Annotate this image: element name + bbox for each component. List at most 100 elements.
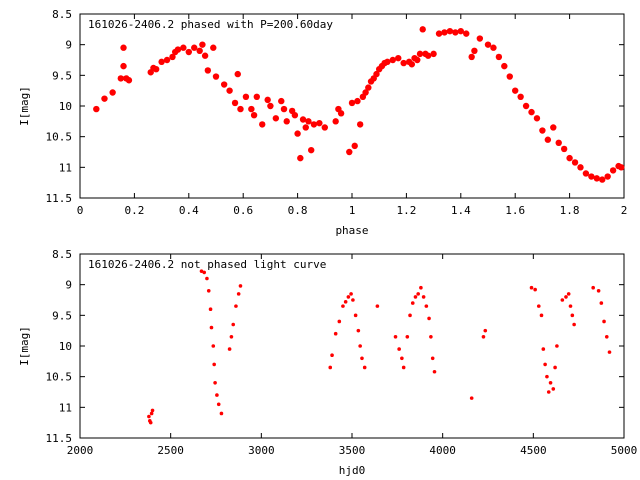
data-point: [400, 59, 407, 67]
data-point: [163, 56, 171, 64]
data-point-dot: [395, 54, 402, 62]
data-point-dot: [125, 77, 133, 84]
data-point: [234, 70, 241, 78]
data-point: [212, 362, 216, 367]
data-point-dot: [577, 164, 584, 171]
data-point-dot: [201, 52, 209, 59]
data-point-dot: [550, 124, 557, 131]
data-point-dot: [310, 121, 318, 128]
data-point-dot: [471, 47, 478, 54]
data-point: [120, 62, 127, 70]
data-point: [441, 29, 448, 36]
x-tick-label: 3000: [248, 444, 275, 457]
data-point-dot: [414, 56, 421, 64]
data-point-dot: [599, 176, 606, 183]
data-point: [332, 118, 339, 125]
data-point-dot: [544, 136, 552, 143]
data-point: [593, 175, 600, 182]
data-point: [564, 295, 568, 299]
chart-title: 161026-2406.2 phased with P=200.60day: [88, 18, 333, 31]
data-point: [430, 356, 435, 361]
data-point: [234, 304, 238, 308]
data-point-dot: [291, 112, 299, 119]
data-point-dot: [389, 56, 396, 64]
data-point-dot: [242, 93, 250, 101]
data-point: [618, 164, 625, 171]
x-axis-label: hjd0: [339, 464, 366, 477]
data-point: [395, 54, 402, 62]
data-point: [278, 97, 285, 105]
data-point: [408, 313, 412, 318]
data-point-dot: [571, 159, 579, 166]
data-point: [446, 27, 454, 35]
data-point-dot: [522, 102, 530, 110]
y-axis-label: I[mag]: [18, 326, 31, 366]
data-point-dot: [264, 96, 271, 104]
data-point-dot: [278, 97, 285, 105]
data-point: [125, 77, 133, 84]
data-point: [570, 313, 575, 318]
data-point: [93, 105, 100, 113]
data-point-dot: [609, 167, 617, 174]
data-point-dot: [280, 105, 288, 113]
data-point: [596, 289, 601, 293]
data-point-dot: [294, 130, 301, 137]
data-point: [294, 130, 301, 137]
data-point-dot: [384, 58, 391, 66]
data-point: [543, 362, 547, 367]
data-point: [512, 87, 519, 94]
data-point: [408, 61, 416, 68]
data-point-dot: [199, 41, 206, 48]
data-point: [528, 108, 535, 116]
data-point: [220, 81, 228, 88]
data-point: [430, 50, 437, 58]
data-point: [414, 56, 421, 64]
data-point-dot: [362, 89, 369, 96]
data-point: [419, 285, 423, 290]
data-point: [242, 93, 250, 101]
y-tick-label: 9: [65, 279, 72, 292]
data-point-dot: [416, 50, 424, 58]
data-point: [351, 298, 355, 302]
data-point: [506, 73, 513, 80]
data-point-dot: [231, 99, 239, 107]
data-point: [291, 112, 299, 119]
x-tick-label: 4000: [429, 444, 456, 457]
data-point-dot: [248, 105, 255, 113]
data-point-dot: [120, 62, 127, 70]
data-point: [384, 58, 391, 66]
data-point: [199, 41, 206, 48]
x-tick-label: 0.2: [124, 204, 144, 217]
y-axis-label: I[mag]: [18, 86, 31, 126]
data-point: [483, 328, 488, 333]
data-point-dot: [299, 116, 307, 123]
data-point: [150, 408, 155, 413]
data-point-dot: [346, 148, 353, 156]
data-point: [555, 139, 562, 146]
data-point: [196, 47, 203, 54]
data-point-dot: [152, 66, 160, 73]
data-point: [501, 62, 508, 70]
data-point: [362, 365, 367, 370]
data-point: [393, 335, 398, 339]
x-tick-label: 0: [77, 204, 84, 217]
data-point-dot: [109, 89, 116, 96]
data-point: [354, 97, 361, 105]
data-point: [337, 110, 345, 117]
data-point: [533, 115, 541, 122]
data-point-dot: [283, 118, 290, 125]
data-point: [539, 313, 544, 318]
data-point: [471, 47, 478, 54]
data-point: [236, 292, 241, 296]
data-point: [484, 41, 492, 48]
data-point: [602, 319, 606, 324]
x-tick-label: 2: [621, 204, 628, 217]
data-point: [283, 118, 290, 125]
data-point: [191, 44, 198, 51]
data-point: [199, 269, 204, 273]
data-point: [571, 159, 579, 166]
y-tick-label: 11: [59, 161, 72, 174]
data-point: [349, 292, 353, 296]
data-point: [267, 102, 274, 110]
data-point: [201, 52, 209, 59]
